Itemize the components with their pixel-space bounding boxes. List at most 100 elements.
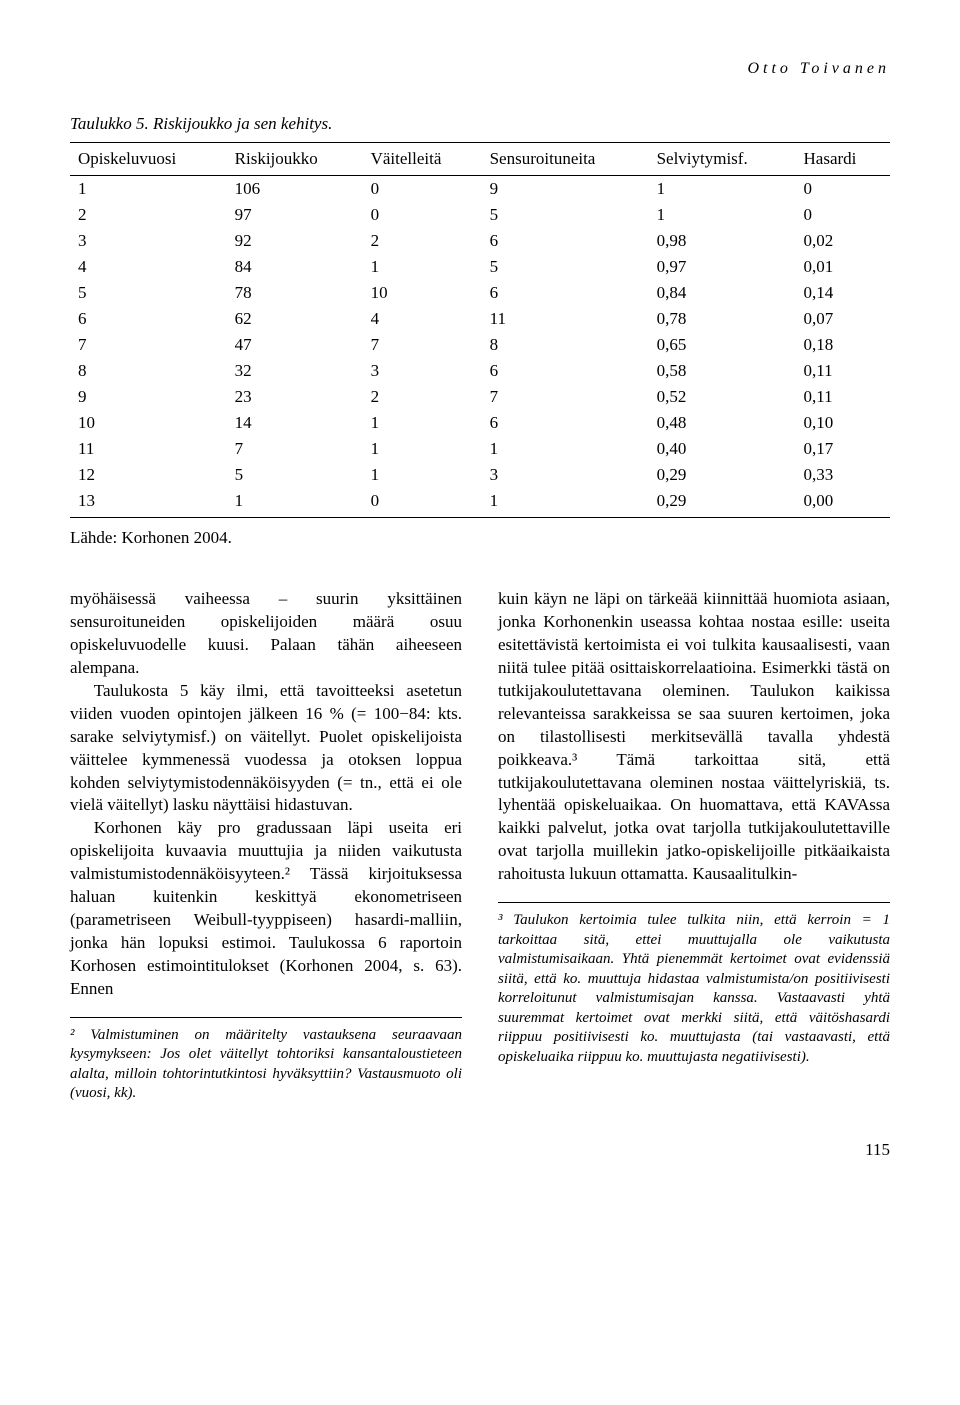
table-cell: 12	[70, 462, 227, 488]
table-row: 832360,580,11	[70, 358, 890, 384]
table-cell: 0,11	[796, 384, 891, 410]
table-cell: 8	[70, 358, 227, 384]
table-cell: 47	[227, 332, 363, 358]
table-cell: 6	[70, 306, 227, 332]
body-paragraph: kuin käyn ne läpi on tärkeää kiinnittää …	[498, 588, 890, 886]
table-cell: 4	[70, 254, 227, 280]
table-cell: 0,40	[649, 436, 796, 462]
table-cell: 0,58	[649, 358, 796, 384]
table-cell: 0,00	[796, 488, 891, 518]
table-cell: 14	[227, 410, 363, 436]
table-cell: 62	[227, 306, 363, 332]
table-row: 923270,520,11	[70, 384, 890, 410]
data-table: Opiskeluvuosi Riskijoukko Väitelleitä Se…	[70, 142, 890, 518]
table-cell: 2	[70, 202, 227, 228]
table-row: 6624110,780,07	[70, 306, 890, 332]
table-cell: 0	[363, 176, 482, 203]
left-column: myöhäisessä vaiheessa – suurin yksittäin…	[70, 588, 462, 1104]
table-cell: 0	[796, 202, 891, 228]
body-paragraph: myöhäisessä vaiheessa – suurin yksittäin…	[70, 588, 462, 680]
body-paragraph: Korhonen käy pro gradussaan läpi useita …	[70, 817, 462, 1001]
table-cell: 9	[482, 176, 649, 203]
table-cell: 1	[363, 254, 482, 280]
table-row: 392260,980,02	[70, 228, 890, 254]
table-cell: 13	[70, 488, 227, 518]
table-cell: 0	[796, 176, 891, 203]
table-cell: 0,29	[649, 488, 796, 518]
table-row: 484150,970,01	[70, 254, 890, 280]
table-cell: 23	[227, 384, 363, 410]
table-row: 117110,400,17	[70, 436, 890, 462]
table-cell: 0,11	[796, 358, 891, 384]
table-cell: 0,10	[796, 410, 891, 436]
table-cell: 92	[227, 228, 363, 254]
col-header: Sensuroituneita	[482, 143, 649, 176]
table-cell: 0,52	[649, 384, 796, 410]
table-cell: 3	[363, 358, 482, 384]
table-cell: 6	[482, 410, 649, 436]
table-row: 125130,290,33	[70, 462, 890, 488]
page-number: 115	[70, 1140, 890, 1160]
table-caption: Taulukko 5. Riskijoukko ja sen kehitys.	[70, 114, 890, 134]
table-cell: 97	[227, 202, 363, 228]
table-cell: 1	[70, 176, 227, 203]
table-cell: 5	[70, 280, 227, 306]
running-head: Otto Toivanen	[70, 60, 890, 78]
table-cell: 0,65	[649, 332, 796, 358]
table-cell: 84	[227, 254, 363, 280]
table-cell: 6	[482, 358, 649, 384]
footnote: ³ Taulukon kertoimia tulee tulkita niin,…	[498, 911, 890, 1067]
table-cell: 78	[227, 280, 363, 306]
table-cell: 1	[227, 488, 363, 518]
table-cell: 0,33	[796, 462, 891, 488]
footnote: ² Valmistuminen on määritelty vastauksen…	[70, 1026, 462, 1104]
table-cell: 106	[227, 176, 363, 203]
table-cell: 1	[363, 410, 482, 436]
table-source: Lähde: Korhonen 2004.	[70, 528, 890, 548]
table-cell: 0,02	[796, 228, 891, 254]
table-cell: 1	[363, 436, 482, 462]
footnote-separator	[498, 902, 890, 903]
col-header: Riskijoukko	[227, 143, 363, 176]
table-cell: 5	[482, 254, 649, 280]
footnote-separator	[70, 1017, 462, 1018]
table-row: 5781060,840,14	[70, 280, 890, 306]
table-row: 2970510	[70, 202, 890, 228]
table-cell: 1	[482, 488, 649, 518]
table-cell: 0,98	[649, 228, 796, 254]
table-row: 1014160,480,10	[70, 410, 890, 436]
right-column: kuin käyn ne läpi on tärkeää kiinnittää …	[498, 588, 890, 1104]
table-cell: 0,78	[649, 306, 796, 332]
table-row: 131010,290,00	[70, 488, 890, 518]
table-cell: 0,01	[796, 254, 891, 280]
table-cell: 1	[363, 462, 482, 488]
table-cell: 2	[363, 384, 482, 410]
table-cell: 0,18	[796, 332, 891, 358]
col-header: Väitelleitä	[363, 143, 482, 176]
table-cell: 7	[363, 332, 482, 358]
table-cell: 3	[70, 228, 227, 254]
col-header: Opiskeluvuosi	[70, 143, 227, 176]
table-cell: 0,29	[649, 462, 796, 488]
table-cell: 0,07	[796, 306, 891, 332]
body-paragraph: Taulukosta 5 käy ilmi, että tavoitteeksi…	[70, 680, 462, 818]
table-cell: 9	[70, 384, 227, 410]
table-row: 747780,650,18	[70, 332, 890, 358]
table-cell: 7	[482, 384, 649, 410]
table-cell: 0,97	[649, 254, 796, 280]
table-cell: 5	[227, 462, 363, 488]
table-cell: 8	[482, 332, 649, 358]
table-cell: 10	[363, 280, 482, 306]
table-cell: 11	[70, 436, 227, 462]
table-cell: 0,48	[649, 410, 796, 436]
table-cell: 7	[70, 332, 227, 358]
table-cell: 32	[227, 358, 363, 384]
table-cell: 10	[70, 410, 227, 436]
table-cell: 7	[227, 436, 363, 462]
table-cell: 6	[482, 280, 649, 306]
table-cell: 0	[363, 488, 482, 518]
table-header-row: Opiskeluvuosi Riskijoukko Väitelleitä Se…	[70, 143, 890, 176]
table-cell: 1	[649, 176, 796, 203]
table-row: 11060910	[70, 176, 890, 203]
table-cell: 3	[482, 462, 649, 488]
